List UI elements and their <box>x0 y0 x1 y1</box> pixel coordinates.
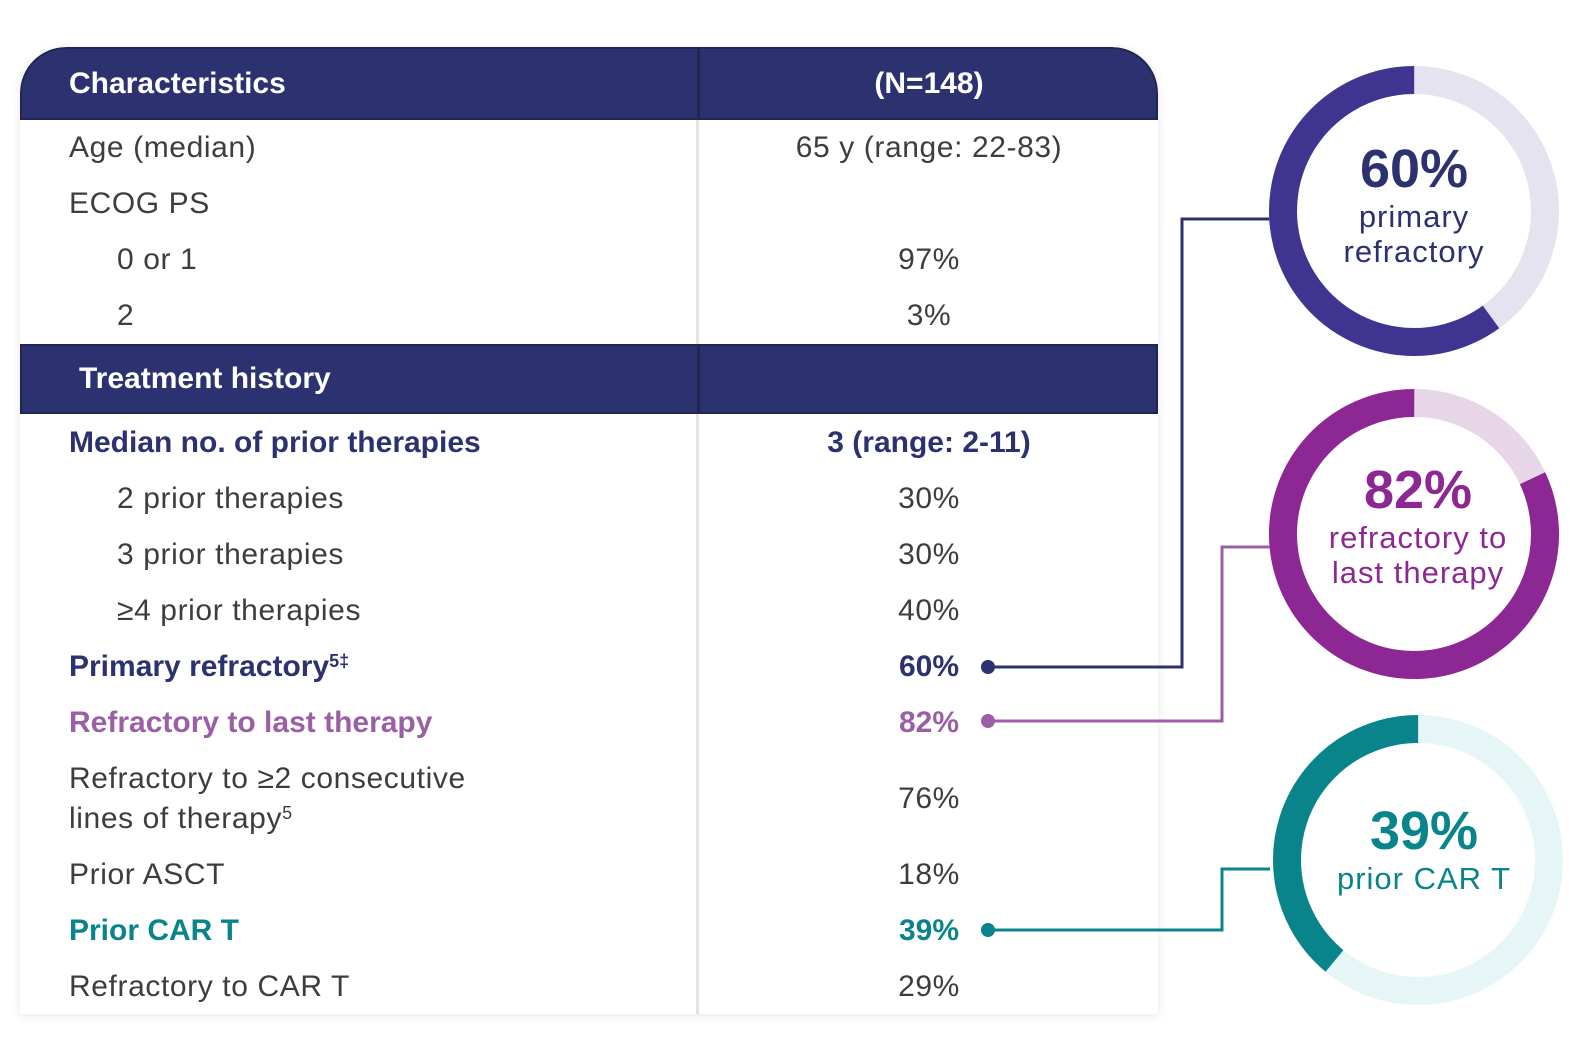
row-value: 40% <box>898 594 960 627</box>
ring-progress <box>1272 715 1563 1005</box>
row-value: 3 (range: 2-11) <box>827 426 1031 459</box>
table-row: ≥4 prior therapies 40% <box>20 583 1158 639</box>
row-value: 18% <box>898 858 960 891</box>
table-row: ECOG PS <box>20 176 1158 232</box>
ring-progress <box>1269 389 1559 679</box>
callout-label-line1: primary <box>1358 199 1470 234</box>
row-label: Prior CAR T <box>69 914 240 947</box>
table-row: 3 prior therapies 30% <box>20 527 1158 583</box>
callout-primary-refractory: 60% primary refractory <box>1344 139 1485 269</box>
table-row-primary-refractory: Primary refractory5‡ 60% <box>20 639 1158 695</box>
callout-label-line1: prior CAR T <box>1336 861 1512 896</box>
table-row: 0 or 1 97% <box>20 232 1158 288</box>
header-separator <box>697 49 700 118</box>
row-label: 2 prior therapies <box>117 482 344 515</box>
header-n: (N=148) <box>874 66 984 100</box>
table-row: Refractory to ≥2 consecutive lines of the… <box>20 751 1158 847</box>
row-value: 30% <box>898 482 960 515</box>
footnote-marker: 5 <box>282 803 293 823</box>
row-label: Median no. of prior therapies <box>69 426 481 459</box>
row-value: 82% <box>898 706 960 739</box>
row-label: Refractory to ≥2 consecutive lines of the… <box>69 762 466 835</box>
callout-percent: 82% <box>1363 460 1473 520</box>
table-row: Median no. of prior therapies 3 (range: … <box>20 415 1158 471</box>
treatment-history-title: Treatment history <box>79 362 331 395</box>
callout-label-line2: last therapy <box>1331 555 1505 590</box>
callout-refractory-last: 82% refractory to last therapy <box>1329 460 1507 590</box>
callout-label-line1: refractory to <box>1328 520 1508 555</box>
table-row: Refractory to CAR T 29% <box>20 959 1158 1014</box>
callout-percent: 39% <box>1369 801 1479 861</box>
table-header: Characteristics (N=148) <box>20 47 1158 120</box>
row-value: 3% <box>906 299 952 332</box>
row-label: Age (median) <box>69 131 257 164</box>
row-label: ECOG PS <box>69 187 210 220</box>
row-value: 97% <box>898 243 960 276</box>
connector-refractory-last <box>981 545 1270 728</box>
table-row-refractory-last: Refractory to last therapy 82% <box>20 695 1158 751</box>
header-characteristics: Characteristics <box>69 66 286 100</box>
header-separator <box>697 346 700 412</box>
row-label: 3 prior therapies <box>117 538 344 571</box>
table-row: 2 3% <box>20 288 1158 344</box>
row-label: Prior ASCT <box>69 858 226 891</box>
ring-primary-refractory <box>1269 66 1559 356</box>
characteristics-table: Characteristics (N=148) Age (median) 65 … <box>20 47 1158 1014</box>
row-label: Primary refractory5‡ <box>69 650 350 683</box>
row-label: ≥4 prior therapies <box>117 594 362 627</box>
connector-prior-car-t <box>981 867 1270 937</box>
row-value: 39% <box>898 914 960 947</box>
treatment-history-header: Treatment history <box>20 344 1158 414</box>
row-label: Refractory to last therapy <box>69 706 433 739</box>
callout-label-line2: refractory <box>1343 234 1485 269</box>
table-row: Prior ASCT 18% <box>20 847 1158 903</box>
footnote-marker: 5‡ <box>329 651 350 671</box>
callout-percent: 60% <box>1359 139 1469 199</box>
row-value: 76% <box>898 782 960 815</box>
table-row-prior-car-t: Prior CAR T 39% <box>20 903 1158 959</box>
connector-primary-refractory <box>981 217 1270 674</box>
row-label: 0 or 1 <box>117 243 198 276</box>
ring-refractory-last <box>1269 389 1559 679</box>
callout-prior-car-t: 39% prior CAR T <box>1337 801 1511 896</box>
row-value: 60% <box>898 650 960 683</box>
row-value: 29% <box>898 969 960 1003</box>
row-label: Refractory to CAR T <box>69 969 350 1003</box>
row-label: 2 <box>117 299 135 332</box>
row-value: 65 y (range: 22-83) <box>795 131 1063 164</box>
ring-progress <box>1269 66 1559 356</box>
column-divider <box>696 47 699 1014</box>
ring-prior-car-t <box>1272 715 1563 1005</box>
row-value: 30% <box>898 538 960 571</box>
table-row: Age (median) 65 y (range: 22-83) <box>20 120 1158 176</box>
table-row: 2 prior therapies 30% <box>20 471 1158 527</box>
